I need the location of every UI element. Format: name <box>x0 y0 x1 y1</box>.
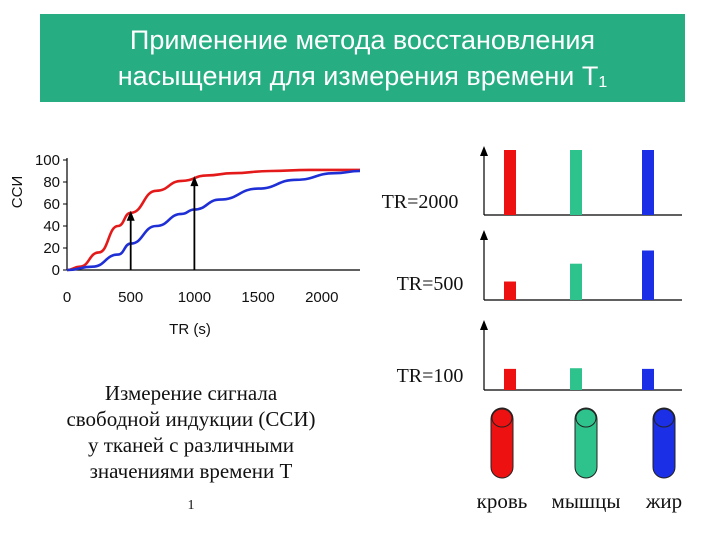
y-tick-label: 100 <box>35 152 60 169</box>
x-axis-label: TR (s) <box>169 321 211 338</box>
series-line <box>66 168 360 272</box>
tube-cap <box>653 408 675 428</box>
y-tick-label: 40 <box>43 218 60 235</box>
caption-line-2: свободной индукции (ССИ) <box>66 407 316 431</box>
y-tick-label: 0 <box>52 262 60 279</box>
bar <box>570 368 582 390</box>
caption-subscript: 1 <box>187 498 195 514</box>
y-tick-label: 80 <box>43 174 60 191</box>
x-tick-label: 500 <box>118 289 143 306</box>
bar <box>504 281 516 300</box>
title-banner: Применение метода восстановления насыщен… <box>40 14 685 102</box>
series-lines <box>66 168 361 272</box>
x-tick-label: 0 <box>63 289 71 306</box>
x-ticks: 0 500 1000 1500 2000 <box>63 289 339 306</box>
bar <box>504 150 516 215</box>
bar-panel: TR=2000 <box>382 146 682 216</box>
y-axis-label: ССИ <box>9 176 26 208</box>
tube: мышцы <box>552 407 621 513</box>
bar <box>642 150 654 215</box>
x-tick-label: 1000 <box>178 289 211 306</box>
bar <box>504 368 516 390</box>
tube: кровь <box>477 407 528 513</box>
y-tick-label: 60 <box>43 196 60 213</box>
panel-label: TR=500 <box>397 273 464 295</box>
tube-label: жир <box>645 489 682 513</box>
title-line-2-text: насыщения для измерения времени T <box>117 61 599 91</box>
tube-cap <box>491 408 513 428</box>
tube: жир <box>645 407 682 513</box>
caption-line-4: значениями времени T 1 <box>38 458 344 519</box>
caption-line-3: у тканей с различными <box>87 433 295 457</box>
bar-panel: TR=100 <box>397 320 682 391</box>
measurement-markers <box>126 176 199 270</box>
title-line-1: Применение метода восстановления <box>129 25 596 55</box>
tissue-tubes: кровь мышцы жир <box>477 407 682 513</box>
y-tick-label: 20 <box>43 240 60 257</box>
tube-cap <box>575 408 597 428</box>
bar <box>570 150 582 215</box>
panel-axis-arrow <box>480 230 488 240</box>
marker-arrow-head <box>190 176 199 187</box>
panel-axis-arrow <box>480 146 488 156</box>
caption-line-4-text: значениями времени T <box>89 459 293 483</box>
y-ticks: 100 80 60 40 20 0 <box>35 152 67 279</box>
bar <box>570 263 582 300</box>
marker-arrow-head <box>126 210 135 221</box>
x-tick-label: 1500 <box>241 289 274 306</box>
x-tick-label: 2000 <box>305 289 338 306</box>
tr-bar-panels: TR=2000 TR=500 TR=100 <box>382 146 682 391</box>
panel-label: TR=2000 <box>382 191 459 213</box>
bar-panel: TR=500 <box>397 230 682 301</box>
caption: Измерение сигнала свободной индукции (СС… <box>38 380 344 519</box>
caption-line-1: Измерение сигнала <box>104 381 278 405</box>
tube-label: кровь <box>477 489 528 513</box>
panel-axis-arrow <box>480 320 488 330</box>
bar <box>642 368 654 390</box>
tube-label: мышцы <box>552 489 621 513</box>
bar <box>642 250 654 300</box>
title-subscript: 1 <box>598 74 608 91</box>
recovery-chart: ССИ 100 80 60 40 20 0 0 500 1000 1500 2000 TR (s) <box>9 152 361 338</box>
title-line-2: насыщения для измерения времени T1 <box>40 58 685 101</box>
series-line <box>66 169 361 272</box>
panel-label: TR=100 <box>397 365 464 387</box>
